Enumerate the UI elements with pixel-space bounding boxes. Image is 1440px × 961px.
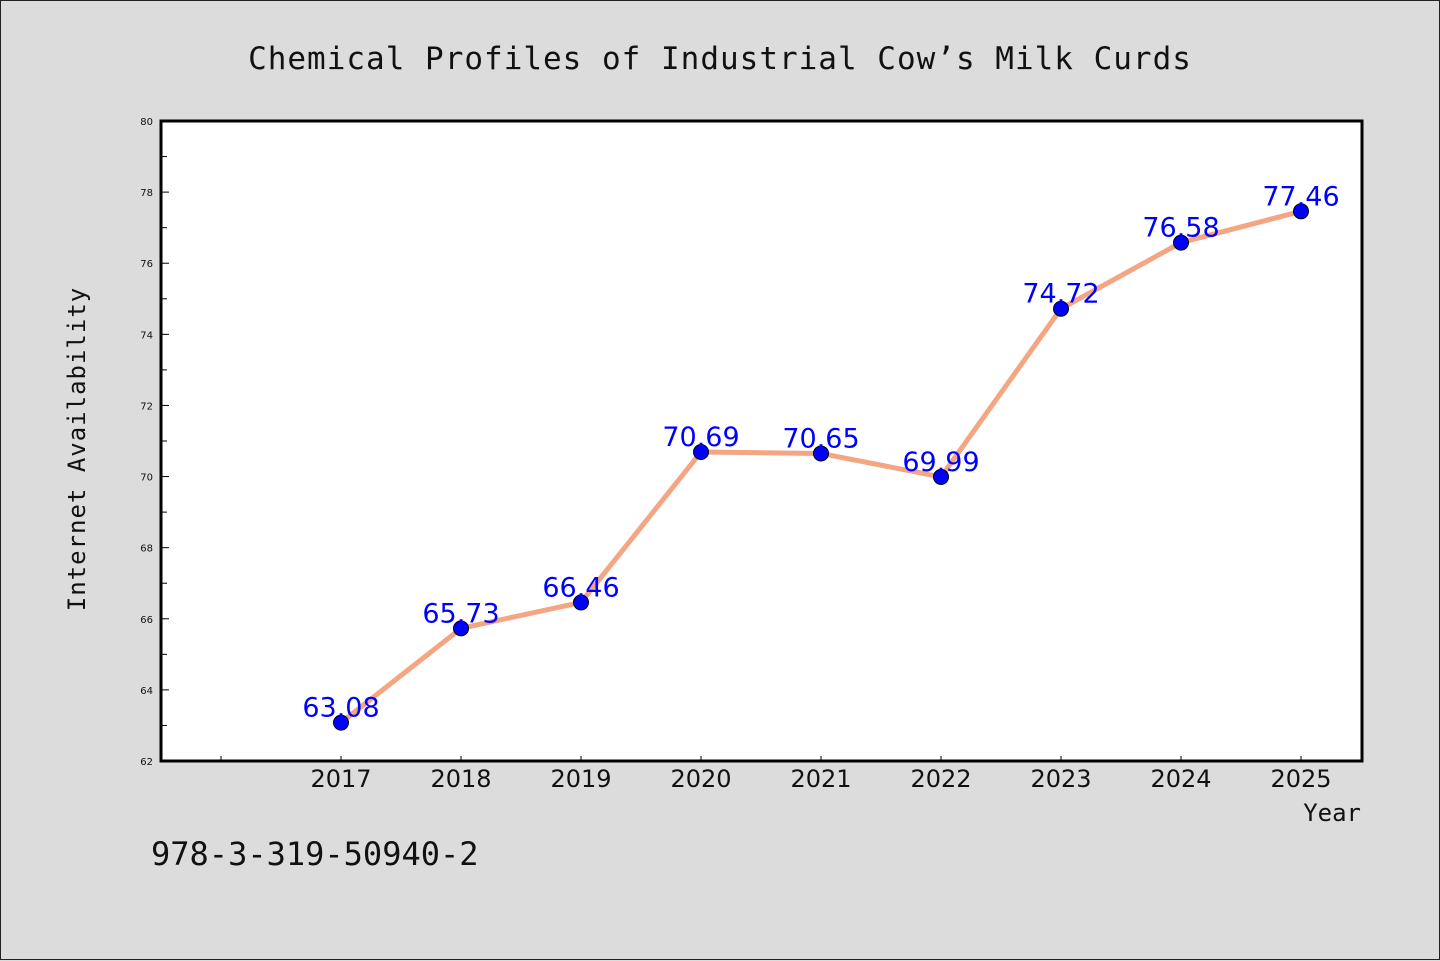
data-point [693, 444, 709, 461]
data-point [453, 620, 469, 637]
data-labels: 63.08 65.73 66.46 70.69 70.65 69.99 74.72 76.58… [302, 181, 1339, 723]
x-tick-label: 2018 [430, 765, 491, 793]
data-label: 66.46 [542, 572, 619, 603]
data-label: 70.69 [662, 422, 739, 453]
x-tick-label: 2020 [670, 765, 731, 793]
data-point [333, 714, 349, 731]
data-point [1173, 234, 1189, 251]
y-tick-label: 76 [140, 259, 153, 270]
data-label: 63.08 [302, 693, 379, 724]
y-axis: 62 64 66 68 70 72 74 76 78 80 [140, 117, 169, 768]
chart-title: Chemical Profiles of Industrial Cow’s Mi… [248, 41, 1192, 77]
x-tick-label: 2021 [790, 765, 851, 793]
y-tick-label: 70 [140, 473, 153, 484]
data-point [813, 445, 829, 462]
data-point [1053, 300, 1069, 317]
x-tick-label: 2017 [310, 765, 371, 793]
x-tick-label: 2022 [910, 765, 971, 793]
plot-area [159, 119, 1364, 763]
x-tick-label: 2024 [1150, 765, 1211, 793]
y-tick-label: 80 [140, 117, 153, 128]
y-tick-label: 68 [140, 544, 153, 555]
x-tick-label: 2023 [1030, 765, 1091, 793]
y-axis-label: Internet Availability [63, 287, 91, 611]
x-axis: 2017 2018 2019 2020 2021 2022 2023 2024 2025 [220, 756, 1332, 793]
x-tick-label: 2025 [1270, 765, 1331, 793]
y-tick-label: 72 [140, 401, 153, 412]
series [333, 203, 1309, 731]
footnote-isbn: 978-3-319-50940-2 [151, 835, 479, 873]
data-label: 77.46 [1262, 181, 1339, 212]
y-tick-label: 78 [140, 188, 153, 199]
data-label: 70.65 [782, 423, 859, 454]
data-point [1293, 203, 1309, 220]
y-tick-label: 64 [140, 686, 153, 697]
y-tick-label: 74 [140, 330, 153, 341]
data-point [933, 468, 949, 485]
data-label: 65.73 [422, 598, 499, 629]
x-tick-label: 2019 [550, 765, 611, 793]
y-tick-label: 66 [140, 615, 153, 626]
data-label: 69.99 [902, 447, 979, 478]
x-axis-label: Year [1303, 799, 1361, 827]
y-tick-label: 62 [140, 757, 153, 768]
data-label: 76.58 [1142, 213, 1219, 244]
data-point [573, 594, 589, 611]
data-label: 74.72 [1022, 279, 1099, 310]
